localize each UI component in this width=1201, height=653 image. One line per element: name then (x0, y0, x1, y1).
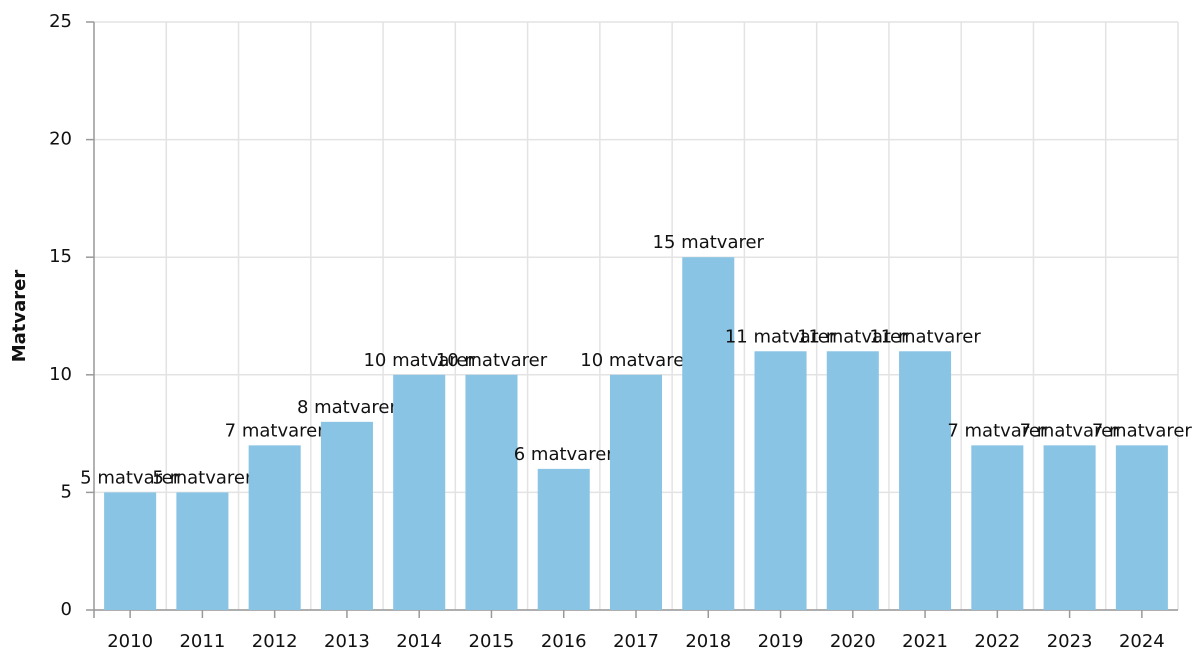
data-label: 11 matvarer (869, 326, 981, 347)
bar (465, 374, 518, 610)
x-tick-label: 2018 (685, 631, 731, 652)
bar (609, 374, 663, 610)
data-label: 11 matvarer (797, 326, 909, 347)
y-axis-label: Matvarer (9, 270, 30, 363)
data-label: 10 matvarer (363, 350, 475, 371)
x-tick-label: 2015 (469, 631, 515, 652)
bar (899, 351, 952, 610)
data-label: 5 matvarer (80, 467, 181, 488)
bar (393, 374, 446, 610)
x-tick-label: 2022 (974, 631, 1020, 652)
x-tick-label: 2013 (324, 631, 370, 652)
y-tick-label: 20 (49, 129, 72, 150)
x-tick-label: 2011 (179, 631, 225, 652)
x-tick-label: 2024 (1119, 631, 1165, 652)
bar (1115, 445, 1168, 610)
x-tick-label: 2019 (758, 631, 804, 652)
y-tick-label: 25 (49, 11, 72, 32)
x-tick-label: 2016 (541, 631, 587, 652)
data-label: 8 matvarer (297, 397, 398, 418)
data-label: 7 matvarer (1020, 420, 1121, 441)
bar (176, 492, 229, 610)
bar (754, 351, 807, 610)
x-tick-label: 2010 (107, 631, 153, 652)
y-tick-label: 0 (61, 599, 72, 620)
data-label: 11 matvarer (725, 326, 837, 347)
data-label: 15 matvarer (653, 232, 765, 253)
data-label: 5 matvarer (152, 467, 253, 488)
x-tick-label: 2023 (1047, 631, 1093, 652)
data-label: 7 matvarer (1092, 420, 1193, 441)
bar (537, 468, 590, 610)
x-tick-label: 2014 (396, 631, 442, 652)
x-tick-label: 2012 (252, 631, 298, 652)
x-tick-label: 2017 (613, 631, 659, 652)
bar (248, 445, 301, 610)
bar (320, 421, 373, 610)
bar (1043, 445, 1096, 610)
data-label: 7 matvarer (225, 420, 326, 441)
bar (104, 492, 157, 610)
y-tick-label: 10 (49, 364, 72, 385)
data-label: 6 matvarer (514, 444, 615, 465)
y-tick-label: 15 (49, 246, 72, 267)
data-label: 10 matvarer (436, 350, 548, 371)
bar (971, 445, 1024, 610)
y-tick-label: 5 (61, 481, 72, 502)
bar (682, 257, 735, 610)
data-label: 7 matvarer (947, 420, 1048, 441)
bar (826, 351, 879, 610)
x-tick-label: 2021 (902, 631, 948, 652)
x-tick-label: 2020 (830, 631, 876, 652)
data-label: 10 matvarer (580, 350, 692, 371)
